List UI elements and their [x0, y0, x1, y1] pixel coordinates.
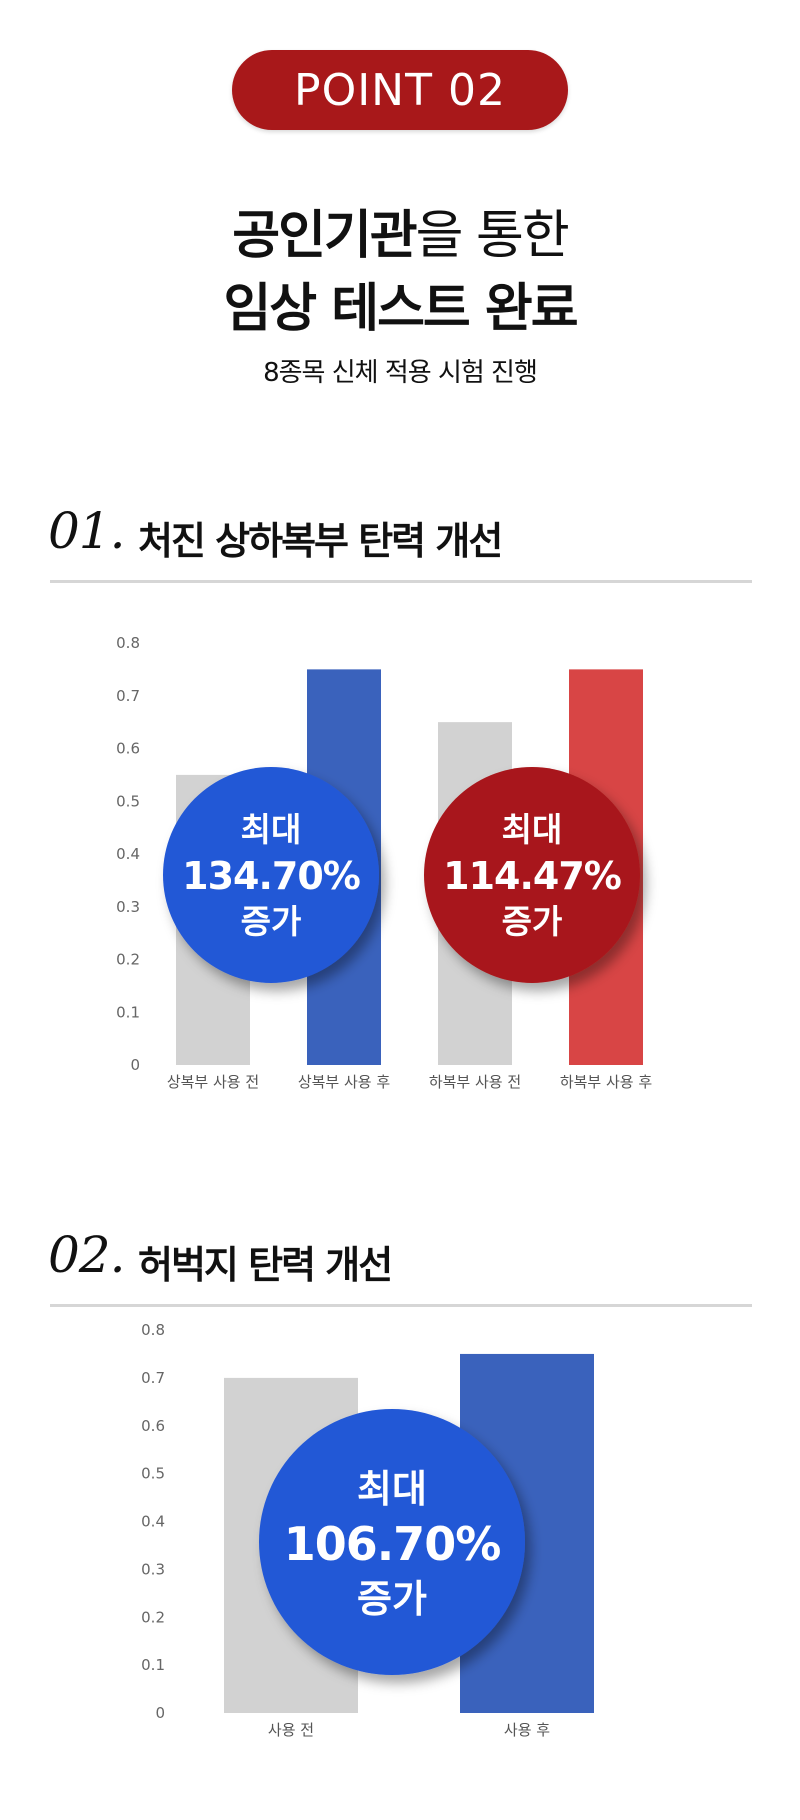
- section-1-title: 처진 상하복부 탄력 개선: [138, 519, 503, 563]
- badge-text: 106.70%: [284, 1517, 501, 1571]
- y-tick-label: 0: [130, 1056, 140, 1074]
- chart-abdomen-elasticity: 0 0.1 0.2 0.3 0.4 0.5 0.6 0.7 0.8 상복부 사용 전 상복부 사용 …: [116, 634, 653, 1091]
- section-2-number: 02.: [48, 1226, 126, 1284]
- point-badge: POINT 02: [232, 50, 568, 130]
- headline-line-2: 임상 테스트 완료: [223, 279, 578, 339]
- section-2-title: 허벅지 탄력 개선: [138, 1243, 393, 1287]
- badge-text: 114.47%: [443, 854, 621, 898]
- badge-text: 최대: [241, 810, 302, 849]
- y-tick-label: 0.3: [116, 898, 140, 916]
- headline-line-1: 공인기관을 통한: [0, 210, 800, 262]
- badge-circle: [259, 1409, 525, 1675]
- badge-text: 증가: [241, 902, 302, 941]
- headline-subtitle: 8종목 신체 적용 시험 진행: [263, 358, 538, 388]
- chart-thigh-elasticity: 0 0.1 0.2 0.3 0.4 0.5 0.6 0.7 0.8 사용 전 사용 후 최대 106.7…: [141, 1321, 594, 1739]
- x-category-label: 하복부 사용 전: [429, 1073, 521, 1091]
- y-tick-label: 0.2: [116, 951, 140, 969]
- x-category-label: 상복부 사용 후: [298, 1073, 391, 1091]
- headline-bold-part: 공인기관: [232, 206, 417, 266]
- section-1-divider: [50, 580, 752, 583]
- y-tick-label: 0.4: [141, 1513, 165, 1531]
- badge-text: 134.70%: [182, 854, 360, 898]
- x-category-label: 하복부 사용 후: [560, 1073, 653, 1091]
- badge-circle: [424, 767, 640, 983]
- y-tick-label: 0.3: [141, 1560, 165, 1578]
- badge-circle: [163, 767, 379, 983]
- y-tick-label: 0.1: [141, 1656, 165, 1674]
- badge-text: 최대: [502, 810, 563, 849]
- badge-text: 증가: [502, 902, 563, 941]
- badge-text: 증가: [357, 1577, 427, 1621]
- increase-badge: 최대 134.70% 증가: [163, 767, 379, 983]
- section-1-number: 01.: [48, 502, 126, 560]
- x-category-label: 상복부 사용 전: [167, 1073, 259, 1091]
- badge-text: 최대: [357, 1467, 427, 1511]
- x-category-label: 사용 후: [504, 1721, 550, 1739]
- y-tick-label: 0: [155, 1704, 165, 1722]
- headline-normal-part: 을 통한: [415, 206, 570, 266]
- y-tick-label: 0.5: [141, 1465, 165, 1483]
- y-tick-label: 0.2: [141, 1608, 165, 1626]
- y-tick-label: 0.4: [116, 845, 140, 863]
- y-tick-label: 0.8: [116, 634, 140, 652]
- y-tick-label: 0.6: [116, 740, 140, 758]
- y-tick-label: 0.7: [141, 1369, 165, 1387]
- y-tick-label: 0.6: [141, 1417, 165, 1435]
- y-tick-label: 0.1: [116, 1003, 140, 1021]
- y-tick-label: 0.7: [116, 687, 140, 705]
- x-category-label: 사용 전: [268, 1721, 314, 1739]
- increase-badge: 최대 114.47% 증가: [424, 767, 640, 983]
- y-tick-label: 0.5: [116, 792, 140, 810]
- y-tick-label: 0.8: [141, 1321, 165, 1339]
- section-2-divider: [50, 1304, 752, 1307]
- increase-badge: 최대 106.70% 증가: [259, 1409, 525, 1675]
